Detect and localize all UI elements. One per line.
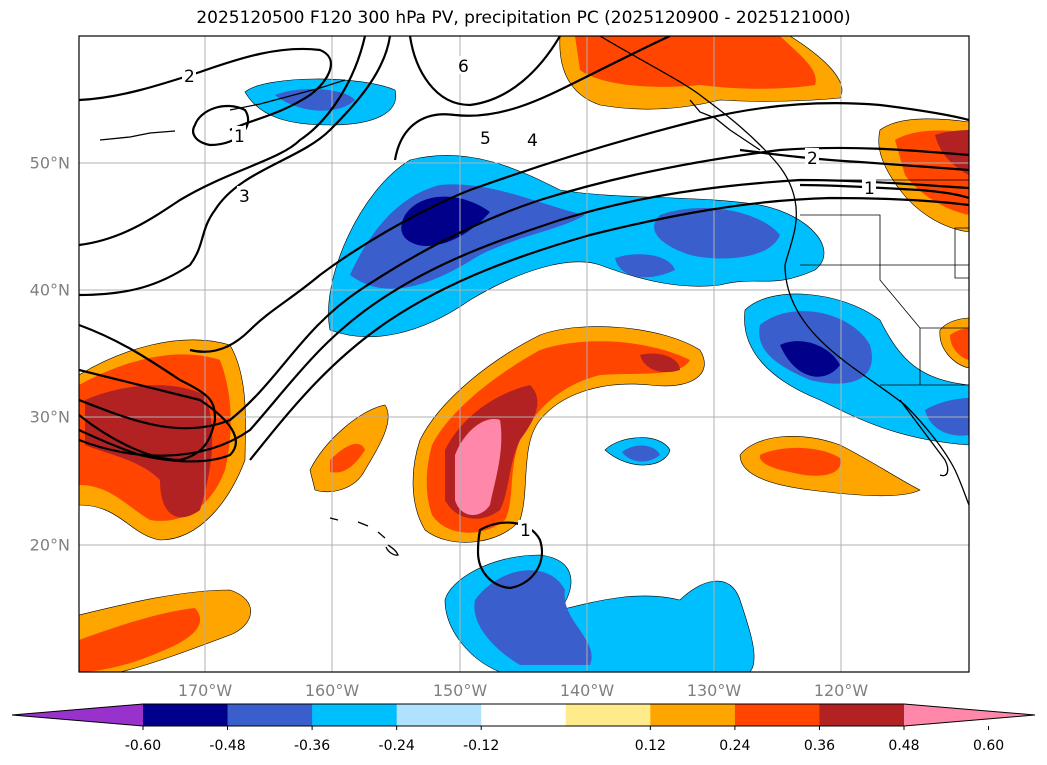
lon-label: 130°W — [686, 681, 742, 700]
colorbar-swatch — [396, 704, 482, 726]
contour-label: 2 — [807, 149, 818, 169]
precip-east-red — [759, 447, 841, 476]
map-title: 2025120500 F120 300 hPa PV, precipitatio… — [196, 8, 851, 28]
colorbar-swatch — [650, 704, 736, 726]
precip-central-darkred-2 — [640, 353, 680, 373]
hawaii-3 — [377, 531, 386, 539]
colorbar-swatch — [227, 704, 313, 726]
lat-label: 30°N — [29, 407, 70, 427]
colorbar — [11, 703, 1036, 730]
coastlines — [99, 36, 969, 556]
precip-band-blue-core — [401, 196, 490, 246]
colorbar-tick-label: 0.12 — [634, 738, 666, 754]
precip-small-blue — [615, 254, 675, 278]
colorbar-tick-label: -0.36 — [293, 738, 331, 754]
precip-sw-us-red — [950, 328, 969, 360]
colorbar-tick-label: 0.60 — [972, 738, 1005, 754]
north-american-coast — [599, 36, 969, 506]
hawaii-1 — [329, 517, 339, 521]
precip-west-darkred — [85, 385, 213, 518]
contour-labels: 2 1 3 6 5 4 2 1 1 — [182, 56, 876, 541]
colorbar-tick-label: -0.12 — [463, 738, 500, 754]
pv-contour-main-1 — [79, 368, 237, 463]
precip-south-blue-mid — [474, 570, 592, 665]
contour-label: 1 — [864, 179, 875, 199]
colorbar-swatch — [819, 704, 905, 726]
pv-contour-2-east — [739, 148, 969, 172]
pv-contour-2-west — [79, 47, 332, 131]
map-gridlines — [79, 36, 969, 672]
baja-coast — [899, 399, 949, 477]
lat-label: 40°N — [29, 280, 70, 300]
precip-band-blue-mid-2 — [654, 207, 780, 259]
lat-label: 50°N — [29, 153, 70, 173]
colorbar-extend-high — [904, 704, 1035, 726]
colorbar-swatch — [565, 704, 651, 726]
pv-contour-main-5 — [249, 196, 969, 461]
aleutians-1 — [99, 130, 176, 141]
pv-contour-west-low — [79, 36, 392, 297]
precip-sw-red — [79, 608, 201, 672]
contour-label: 5 — [480, 129, 491, 149]
pv-contour-1-east — [799, 183, 969, 200]
precip-california-blue-core — [780, 341, 840, 377]
colorbar-tick-label: 0.48 — [888, 738, 920, 754]
lon-label: 150°W — [432, 681, 488, 700]
pv-contour-4 — [79, 323, 217, 462]
pv-contours — [79, 36, 969, 590]
lon-label: 140°W — [559, 681, 615, 700]
precip-shading — [79, 36, 969, 672]
pv-contour-main-3 — [79, 146, 969, 430]
lat-label: 20°N — [29, 535, 70, 555]
colorbar-tick-label: -0.24 — [378, 738, 415, 754]
contour-label: 4 — [527, 131, 538, 151]
aleutians-2 — [229, 79, 346, 111]
colorbar-swatch — [143, 704, 229, 726]
contour-label: 6 — [458, 57, 469, 77]
lon-label: 120°W — [813, 681, 869, 700]
pv-contour-5 — [393, 36, 671, 161]
colorbar-tick-label: -0.60 — [124, 738, 162, 754]
precip-small-red — [330, 443, 365, 473]
colorbar-tick-label: 0.36 — [803, 738, 836, 754]
colorbar-swatch — [734, 704, 820, 726]
alaska-islands — [689, 99, 761, 151]
colorbar-tick-label: -0.48 — [209, 738, 246, 754]
contour-label: 1 — [520, 521, 531, 541]
precip-small-blue-2-core — [622, 445, 660, 462]
pv-contour-main-2 — [189, 102, 969, 353]
pv-contour-3 — [79, 36, 367, 247]
contour-label: 3 — [239, 187, 250, 207]
colorbar-swatch — [312, 704, 398, 726]
contour-label: 2 — [184, 67, 195, 87]
colorbar-extend-low — [12, 704, 143, 726]
pv-contour-6 — [408, 36, 561, 107]
hawaii-4 — [385, 544, 399, 556]
lon-label: 160°W — [304, 681, 360, 700]
precip-alaska-red — [575, 36, 816, 89]
pv-contour-main-4 — [79, 178, 969, 457]
hawaii-2 — [357, 521, 369, 527]
map-frame — [78, 35, 970, 673]
colorbar-swatch — [481, 704, 567, 726]
lon-label: 170°W — [177, 681, 233, 700]
precip-central-pink — [455, 419, 502, 516]
contour-label: 1 — [234, 127, 245, 147]
colorbar-tick-label: 0.24 — [719, 738, 751, 754]
